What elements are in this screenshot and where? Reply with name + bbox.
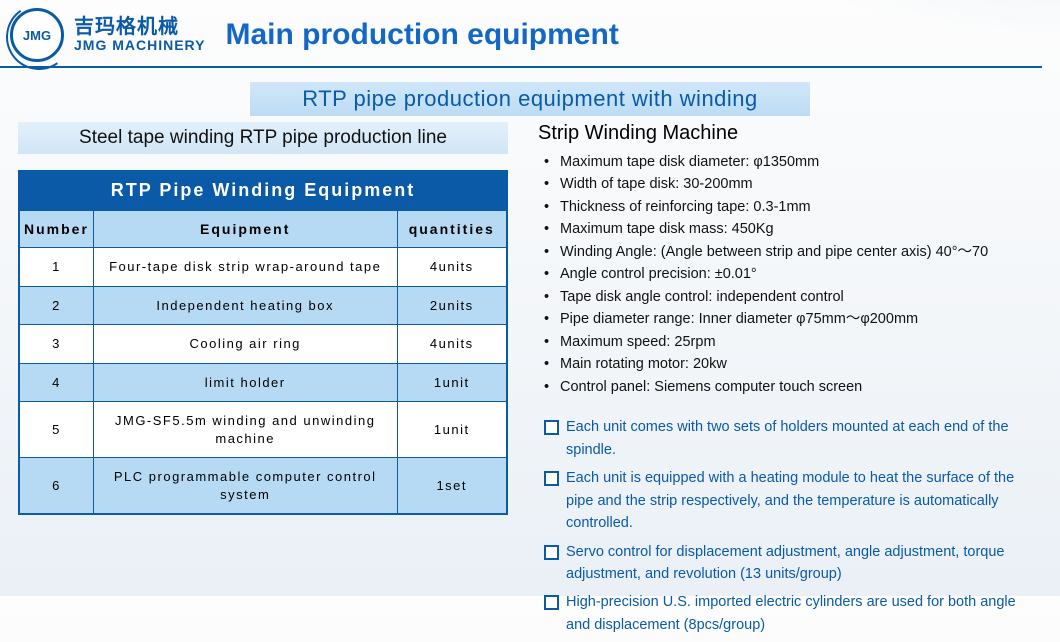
spec-list: Maximum tape disk diameter: φ1350mm Widt…	[538, 151, 1042, 398]
logo-cn-text: 吉玛格机械	[74, 16, 206, 38]
cell-equipment: PLC programmable computer control system	[93, 458, 397, 515]
cell-equipment: JMG-SF5.5m winding and unwinding machine	[93, 402, 397, 458]
note-item: High-precision U.S. imported electric cy…	[542, 591, 1042, 636]
equipment-table: RTP Pipe Winding Equipment Number Equipm…	[18, 170, 508, 515]
col-header-quantities: quantities	[397, 210, 507, 248]
spec-item: Winding Angle: (Angle between strip and …	[560, 241, 1042, 263]
cell-qty: 1unit	[397, 402, 507, 458]
left-column: Steel tape winding RTP pipe production l…	[18, 122, 508, 642]
note-item: Servo control for displacement adjustmen…	[542, 541, 1042, 586]
cell-number: 6	[19, 458, 93, 515]
cell-qty: 2units	[397, 286, 507, 325]
cell-equipment: Cooling air ring	[93, 325, 397, 364]
table-caption: RTP Pipe Winding Equipment	[18, 170, 508, 209]
content: Steel tape winding RTP pipe production l…	[0, 122, 1060, 642]
table-row: 2 Independent heating box 2units	[19, 286, 507, 325]
cell-number: 5	[19, 402, 93, 458]
section-heading: Steel tape winding RTP pipe production l…	[18, 122, 508, 154]
logo-icon: JMG	[10, 8, 64, 62]
spec-item: Pipe diameter range: Inner diameter φ75m…	[560, 308, 1042, 330]
cell-number: 4	[19, 363, 93, 402]
logo: JMG 吉玛格机械 JMG MACHINERY	[0, 8, 206, 66]
logo-text: 吉玛格机械 JMG MACHINERY	[74, 16, 206, 53]
cell-number: 2	[19, 286, 93, 325]
cell-qty: 1unit	[397, 363, 507, 402]
col-header-number: Number	[19, 210, 93, 248]
note-item: Each unit is equipped with a heating mod…	[542, 467, 1042, 534]
table-row: 4 limit holder 1unit	[19, 363, 507, 402]
table-row: 5 JMG-SF5.5m winding and unwinding machi…	[19, 402, 507, 458]
spec-item: Maximum tape disk mass: 450Kg	[560, 218, 1042, 240]
note-list: Each unit comes with two sets of holders…	[538, 416, 1042, 636]
table-row: 1 Four-tape disk strip wrap-around tape …	[19, 248, 507, 287]
note-item: Each unit comes with two sets of holders…	[542, 416, 1042, 461]
spec-item: Maximum tape disk diameter: φ1350mm	[560, 151, 1042, 173]
header: JMG 吉玛格机械 JMG MACHINERY Main production …	[0, 0, 1042, 68]
spec-item: Main rotating motor: 20kw	[560, 353, 1042, 375]
cell-equipment: limit holder	[93, 363, 397, 402]
spec-item: Angle control precision: ±0.01°	[560, 263, 1042, 285]
spec-item: Width of tape disk: 30-200mm	[560, 173, 1042, 195]
cell-qty: 4units	[397, 248, 507, 287]
col-header-equipment: Equipment	[93, 210, 397, 248]
cell-equipment: Independent heating box	[93, 286, 397, 325]
cell-qty: 1set	[397, 458, 507, 515]
subtitle-bar: RTP pipe production equipment with windi…	[250, 82, 810, 116]
right-column: Strip Winding Machine Maximum tape disk …	[538, 122, 1042, 642]
spec-item: Control panel: Siemens computer touch sc…	[560, 376, 1042, 398]
machine-title: Strip Winding Machine	[538, 122, 1042, 145]
cell-equipment: Four-tape disk strip wrap-around tape	[93, 248, 397, 287]
cell-number: 1	[19, 248, 93, 287]
table-row: 6 PLC programmable computer control syst…	[19, 458, 507, 515]
spec-item: Maximum speed: 25rpm	[560, 331, 1042, 353]
page-title: Main production equipment	[226, 18, 619, 56]
logo-en-text: JMG MACHINERY	[74, 38, 206, 53]
spec-item: Tape disk angle control: independent con…	[560, 286, 1042, 308]
table-row: 3 Cooling air ring 4units	[19, 325, 507, 364]
cell-number: 3	[19, 325, 93, 364]
spec-item: Thickness of reinforcing tape: 0.3-1mm	[560, 196, 1042, 218]
cell-qty: 4units	[397, 325, 507, 364]
